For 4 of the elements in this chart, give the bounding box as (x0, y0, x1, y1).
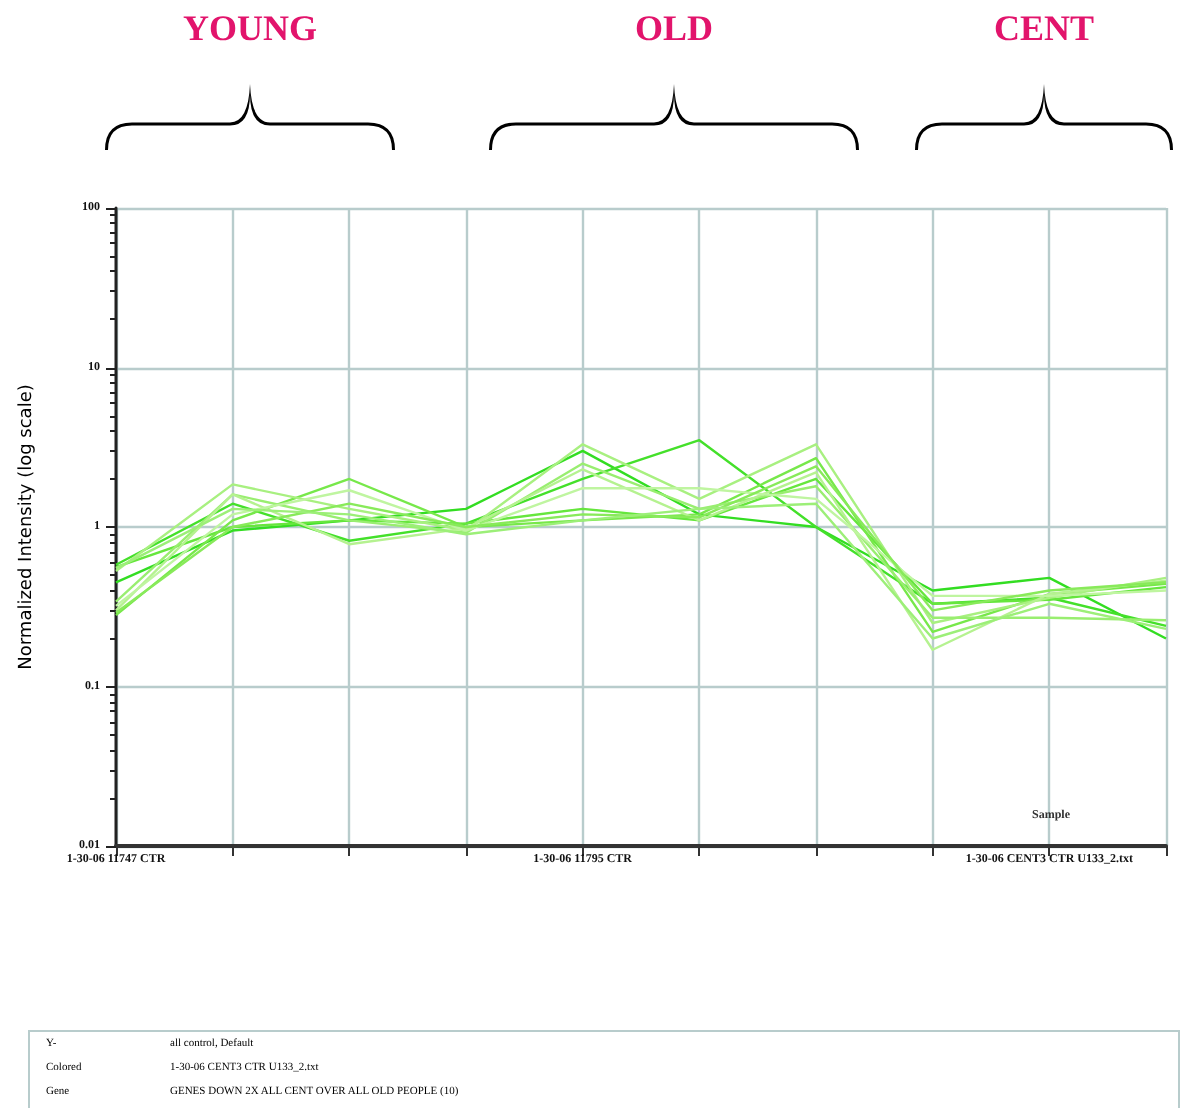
text: CENT (991, 8, 1096, 50)
y-axis-title: Normalized Intensity (log scale) (17, 384, 37, 670)
text: YOUNG (181, 8, 319, 50)
text: OLD (632, 8, 715, 50)
